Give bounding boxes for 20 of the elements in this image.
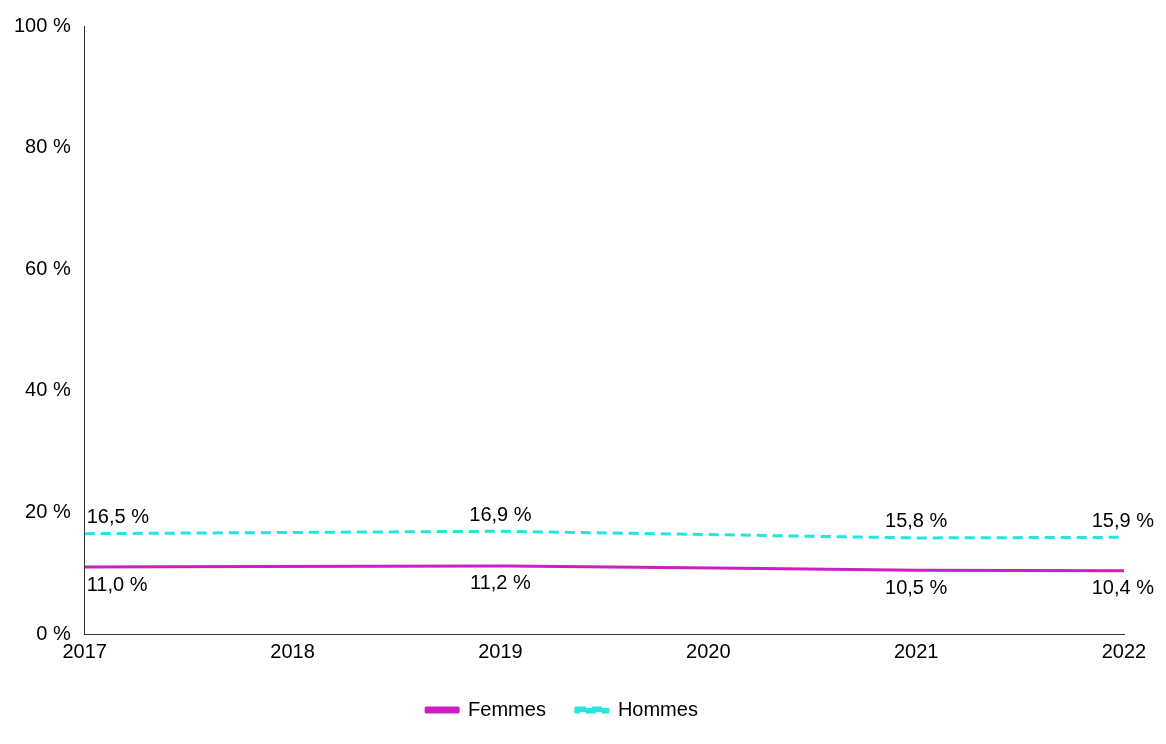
legend-label: Femmes: [468, 697, 546, 720]
y-tick-label: 80 %: [25, 135, 71, 158]
x-tick-label: 2021: [893, 639, 939, 662]
x-tick-label: 2022: [1101, 639, 1147, 662]
data-label: 11,2 %: [470, 571, 532, 594]
y-tick-label: 20 %: [25, 499, 71, 522]
legend-label: Hommes: [617, 697, 698, 720]
y-tick-label: 100 %: [13, 13, 71, 36]
x-tick-label: 2019: [478, 639, 523, 662]
data-label: 16,5 %: [86, 505, 150, 528]
data-label: 15,8 %: [885, 509, 948, 532]
data-label: 15,9 %: [1091, 508, 1155, 531]
y-tick-label: 60 %: [25, 256, 71, 279]
data-label: 10,5 %: [885, 575, 948, 598]
data-label: 11,0 %: [86, 572, 148, 595]
data-label: 16,9 %: [469, 502, 532, 525]
x-tick-label: 2020: [686, 639, 731, 662]
y-tick-label: 40 %: [25, 378, 71, 401]
x-tick-label: 2018: [270, 639, 315, 662]
data-label: 10,4 %: [1091, 576, 1155, 599]
